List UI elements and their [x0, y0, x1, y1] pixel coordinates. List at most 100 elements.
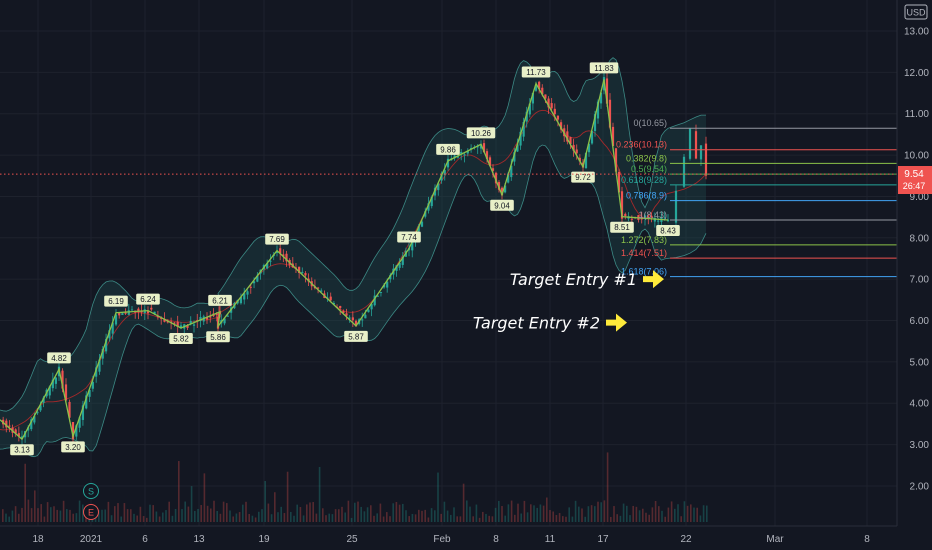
volume-bar: [475, 504, 478, 522]
candle-body: [192, 324, 196, 326]
candle-body: [301, 271, 304, 274]
candle-body: [348, 317, 351, 319]
candle-body: [485, 151, 489, 159]
volume-bar: [546, 497, 548, 522]
volume-bar: [558, 513, 561, 522]
candle-body: [209, 315, 212, 318]
candle-body: [596, 101, 600, 119]
candle-body: [575, 149, 578, 154]
candle-body: [101, 349, 104, 359]
fib-level-label: 1.414(7.51): [621, 248, 667, 258]
volume-bar: [181, 509, 183, 522]
last-price-value: 9.54: [904, 169, 924, 180]
pivot-label-text: 6.21: [212, 296, 228, 305]
price-tick-label: 4.00: [910, 399, 930, 410]
zigzag-pivot-label: 3.20: [61, 441, 85, 453]
volume-bar: [315, 513, 318, 522]
candle-body: [361, 319, 364, 321]
candle-body: [395, 265, 398, 271]
pivot-label-box: [521, 66, 551, 78]
candle-body: [88, 389, 91, 397]
candle-body: [694, 131, 698, 159]
pivot-label-text: 6.24: [140, 295, 156, 304]
pivot-label-text: 11.73: [526, 68, 546, 77]
candle-body: [332, 302, 335, 305]
price-axis[interactable]: 13.00 12.00 11.00 10.00 9.00 8.00 7.00 6.00 5.00…: [896, 0, 932, 526]
volume-bar: [21, 507, 23, 522]
volume-bar: [373, 515, 375, 522]
volume-bar: [130, 509, 132, 522]
volume-bar: [571, 516, 574, 522]
volume-bar: [171, 515, 174, 522]
volume-bar: [379, 503, 382, 522]
zigzag-line: [0, 79, 669, 441]
candle-body: [566, 131, 569, 142]
candle-body: [176, 321, 179, 327]
volume-bar: [120, 516, 122, 522]
currency-badge[interactable]: [904, 4, 928, 20]
volume-bar: [107, 501, 110, 522]
candle-body: [150, 307, 153, 310]
time-tick-label: 13: [193, 534, 205, 545]
volume-bar: [693, 507, 695, 522]
volume-bar: [312, 502, 314, 522]
fib-level-label: 0.618(9.28): [621, 175, 667, 185]
volume-bar: [648, 514, 650, 522]
volume-bar: [658, 506, 660, 522]
volume-bar: [78, 500, 81, 522]
volume-bar: [187, 506, 190, 522]
volume-bar: [491, 516, 494, 522]
band-fill: [0, 57, 706, 457]
volume-bar: [578, 506, 580, 522]
candle-body: [345, 313, 348, 316]
candle-body: [33, 416, 36, 423]
earnings-marker-e[interactable]: E: [83, 504, 99, 520]
volume-bar: [405, 510, 407, 522]
session-marker-s[interactable]: S: [83, 483, 99, 499]
volume-bar: [437, 472, 439, 522]
candle-body: [608, 99, 612, 128]
candle-body: [279, 248, 282, 254]
volume-bar: [261, 509, 263, 522]
volume-bar: [664, 516, 666, 522]
volume-bar: [677, 504, 679, 522]
candle-body: [160, 318, 163, 320]
candle-body: [491, 168, 495, 171]
candle-body: [674, 190, 678, 223]
candle-body: [382, 284, 386, 288]
volume-bar: [242, 504, 244, 522]
candle-body: [364, 314, 367, 319]
volume-bar: [27, 499, 30, 522]
volume-bar: [251, 515, 254, 522]
volume-bar: [421, 510, 423, 522]
candle-body: [127, 310, 130, 315]
volume-bar: [507, 504, 510, 522]
pivot-label-text: 9.04: [494, 201, 510, 210]
time-axis[interactable]: 18 2021 6 13 19 25 Feb 8 11 17 22 Mar 8: [0, 525, 932, 550]
candle-body: [617, 171, 621, 193]
volume-bar: [56, 509, 58, 522]
volume-bar: [430, 508, 433, 522]
volume-bar: [334, 509, 337, 522]
fib-level-label: 0.382(9.8): [626, 153, 667, 163]
volume-bar: [274, 492, 276, 522]
candle-body: [30, 419, 33, 430]
volume-bar: [110, 515, 113, 522]
price-tick-label: 10.00: [904, 151, 929, 162]
volume-bar: [680, 516, 682, 522]
zigzag-pivot-label: 5.87: [344, 330, 368, 342]
volume-bar: [210, 508, 212, 522]
pivot-label-box: [104, 295, 128, 307]
time-tick-label: 2021: [80, 534, 103, 545]
volume-bar: [34, 490, 36, 522]
volume-bar: [155, 511, 158, 522]
candle-body: [75, 425, 78, 437]
candle-body: [578, 157, 581, 162]
candle-body: [163, 318, 166, 322]
candle-body: [614, 148, 618, 172]
pivot-label-box: [490, 199, 514, 211]
volume-bar: [283, 513, 286, 522]
volume-bar: [290, 511, 292, 522]
pivot-label-box: [47, 352, 71, 364]
